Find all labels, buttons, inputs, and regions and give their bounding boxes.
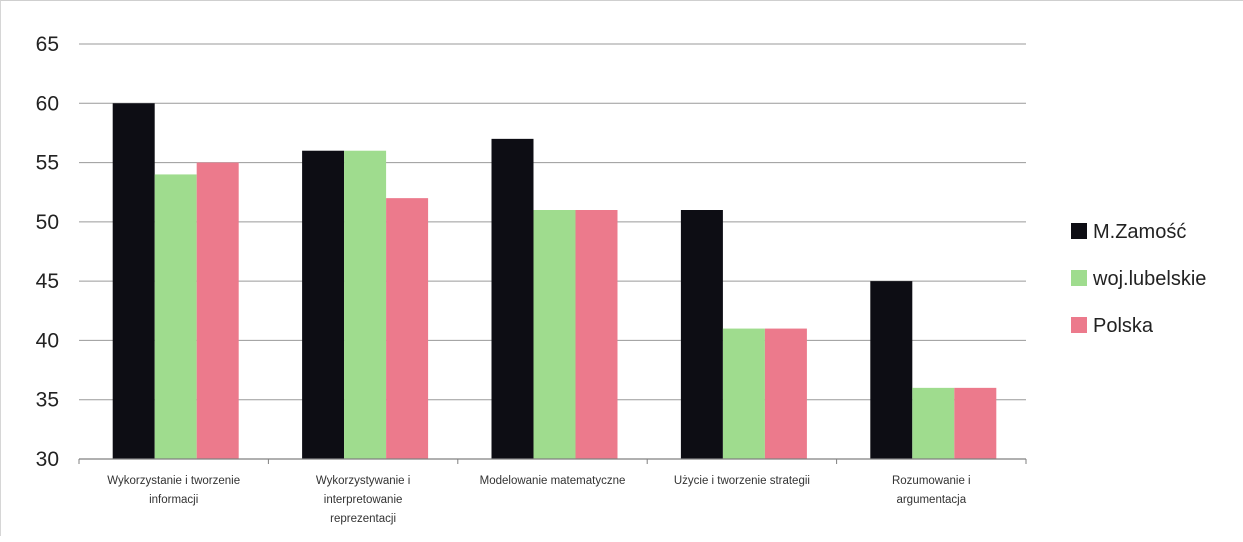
bar-M.Zamość-1: [302, 150, 345, 459]
bar-M.Zamość-3: [680, 210, 723, 459]
bar-Polska-1: [386, 198, 429, 459]
bar-Polska-3: [764, 328, 807, 459]
bar-woj.lubelskie-4: [912, 387, 955, 459]
bar-Polska-0: [196, 162, 239, 460]
x-tick-label-4-line-1: argumentacja: [896, 494, 966, 506]
y-tick-label-35: 35: [36, 389, 59, 412]
x-tick-label-4-line-0: Rozumowanie i: [892, 475, 971, 487]
bar-Polska-4: [954, 387, 997, 459]
bar-woj.lubelskie-1: [344, 150, 387, 459]
bar-woj.lubelskie-3: [722, 328, 765, 459]
legend-label-1: woj.lubelskie: [1092, 268, 1206, 290]
x-tick-label-1-line-2: reprezentacji: [330, 513, 396, 525]
x-tick-label-1-line-1: interpretowanie: [324, 494, 403, 506]
bar-M.Zamość-2: [491, 138, 534, 459]
legend-swatch-2: [1071, 317, 1087, 333]
y-tick-label-50: 50: [36, 211, 59, 234]
bar-Polska-2: [575, 210, 618, 459]
legend-label-2: Polska: [1093, 315, 1154, 337]
bar-woj.lubelskie-0: [154, 174, 197, 459]
y-tick-label-60: 60: [36, 92, 59, 115]
x-tick-label-0-line-1: informacji: [149, 494, 198, 506]
y-tick-label-30: 30: [36, 448, 59, 471]
axis-layer: 30 35 40 45 50 55 60 65 Wykorzystanie i tworzeni…: [36, 33, 1027, 525]
y-tick-label-55: 55: [36, 152, 59, 175]
legend-layer: M.Zamość woj.lubelskie Polska: [1071, 221, 1206, 337]
x-tick-label-3-line-0: Użycie i tworzenie strategii: [674, 475, 810, 487]
bar-M.Zamość-4: [870, 281, 913, 459]
x-tick-label-2-line-0: Modelowanie matematyczne: [480, 475, 626, 487]
y-tick-label-40: 40: [36, 329, 59, 352]
x-tick-label-0-line-0: Wykorzystanie i tworzenie: [107, 475, 240, 487]
legend-label-0: M.Zamość: [1093, 221, 1186, 243]
legend-swatch-1: [1071, 270, 1087, 286]
legend-swatch-0: [1071, 223, 1087, 239]
y-tick-label-45: 45: [36, 270, 59, 293]
bars-layer: [112, 103, 997, 460]
bar-woj.lubelskie-2: [533, 210, 576, 459]
y-tick-label-65: 65: [36, 33, 59, 56]
bar-M.Zamość-0: [112, 103, 155, 460]
x-tick-label-1-line-0: Wykorzystywanie i: [316, 475, 410, 487]
